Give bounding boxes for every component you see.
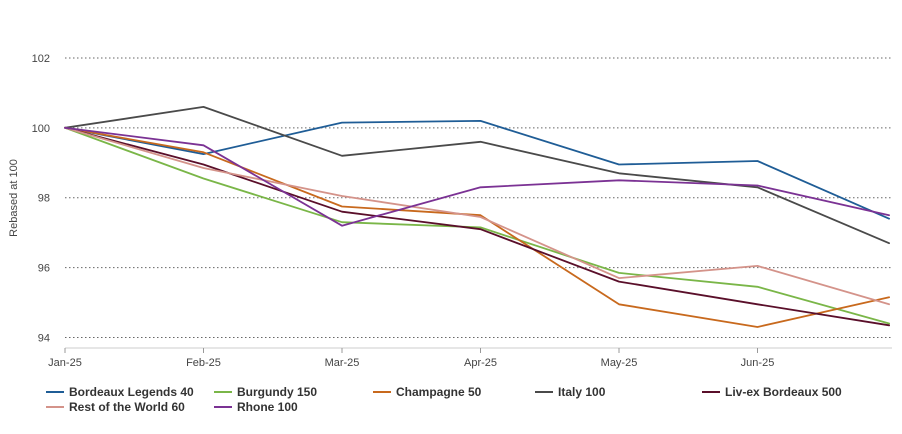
legend-label: Liv-ex Bordeaux 500 bbox=[725, 385, 842, 399]
x-tick-label: Apr-25 bbox=[464, 357, 497, 369]
y-tick-label: 94 bbox=[38, 333, 50, 345]
series-line bbox=[64, 126, 890, 328]
x-tick-label: Mar-25 bbox=[325, 357, 360, 369]
y-axis-title: Rebased at 100 bbox=[8, 159, 20, 237]
y-tick-label: 98 bbox=[38, 193, 50, 205]
x-tick-label: May-25 bbox=[601, 357, 638, 369]
legend-label: Burgundy 150 bbox=[237, 385, 317, 399]
series-line bbox=[64, 126, 890, 325]
x-tick-label: Feb-25 bbox=[186, 357, 221, 369]
legend-label: Bordeaux Legends 40 bbox=[69, 385, 194, 399]
legend-label: Italy 100 bbox=[558, 385, 606, 399]
series-line bbox=[64, 126, 890, 227]
series-line bbox=[64, 126, 890, 327]
legend-label: Rest of the World 60 bbox=[69, 400, 185, 414]
series-line bbox=[64, 106, 890, 245]
x-tick-label: Jan-25 bbox=[48, 357, 82, 369]
y-tick-label: 100 bbox=[32, 123, 50, 135]
legend-label: Rhone 100 bbox=[237, 400, 298, 414]
axis-layer: 94 96 98 100 102 Jan-25 Feb-25 Mar-25 Apr-25 May-… bbox=[32, 53, 892, 369]
y-tick-label: 96 bbox=[38, 263, 50, 275]
series-layer bbox=[64, 106, 890, 328]
series-line bbox=[64, 120, 890, 220]
y-tick-label: 102 bbox=[32, 53, 50, 65]
legend: Bordeaux Legends 40 Burgundy 150 Champagne… bbox=[46, 385, 842, 414]
grid-layer bbox=[65, 57, 892, 339]
x-tick-label: Jun-25 bbox=[741, 357, 775, 369]
legend-label: Champagne 50 bbox=[396, 385, 482, 399]
series-line bbox=[64, 126, 890, 306]
